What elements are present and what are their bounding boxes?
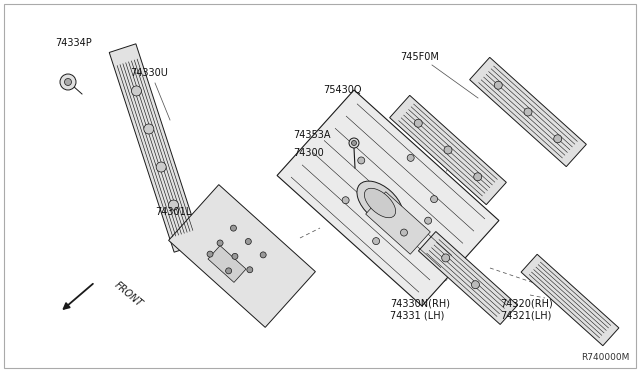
Text: 74300: 74300 xyxy=(293,148,324,158)
Text: 74334P: 74334P xyxy=(55,38,92,48)
Circle shape xyxy=(207,251,213,257)
Polygon shape xyxy=(365,192,430,254)
Circle shape xyxy=(554,135,562,143)
Circle shape xyxy=(60,74,76,90)
Polygon shape xyxy=(109,44,201,252)
Text: 745F0M: 745F0M xyxy=(400,52,439,62)
Polygon shape xyxy=(277,90,499,306)
Circle shape xyxy=(247,267,253,273)
Ellipse shape xyxy=(357,181,403,225)
Circle shape xyxy=(524,108,532,116)
Text: 74330N(RH): 74330N(RH) xyxy=(390,298,450,308)
Circle shape xyxy=(372,238,380,245)
Text: 74353A: 74353A xyxy=(293,130,330,140)
Circle shape xyxy=(232,253,238,259)
Circle shape xyxy=(168,200,179,210)
Text: 74301L: 74301L xyxy=(155,207,191,217)
Polygon shape xyxy=(470,57,586,167)
Circle shape xyxy=(494,81,502,89)
Circle shape xyxy=(474,173,482,181)
Circle shape xyxy=(65,78,72,86)
Polygon shape xyxy=(390,95,506,205)
Circle shape xyxy=(156,162,166,172)
Circle shape xyxy=(217,240,223,246)
Circle shape xyxy=(260,252,266,258)
Text: 74331 (LH): 74331 (LH) xyxy=(390,311,444,321)
Circle shape xyxy=(444,146,452,154)
Circle shape xyxy=(351,141,356,145)
Circle shape xyxy=(424,217,431,224)
Circle shape xyxy=(144,124,154,134)
Circle shape xyxy=(472,281,479,289)
Text: 75430Q: 75430Q xyxy=(323,85,362,95)
Polygon shape xyxy=(521,254,619,346)
Text: 74320(RH): 74320(RH) xyxy=(500,298,553,308)
Circle shape xyxy=(414,119,422,127)
Polygon shape xyxy=(419,231,518,324)
Text: FRONT: FRONT xyxy=(112,279,144,308)
Circle shape xyxy=(342,197,349,204)
Text: 74330U: 74330U xyxy=(130,68,168,78)
Text: 74321(LH): 74321(LH) xyxy=(500,311,552,321)
Circle shape xyxy=(245,238,252,244)
Circle shape xyxy=(401,229,408,236)
Circle shape xyxy=(431,196,438,203)
Circle shape xyxy=(131,86,141,96)
Ellipse shape xyxy=(364,188,396,218)
Circle shape xyxy=(442,254,450,262)
Circle shape xyxy=(226,268,232,274)
Circle shape xyxy=(230,225,236,231)
Polygon shape xyxy=(208,246,246,282)
Circle shape xyxy=(349,138,359,148)
Polygon shape xyxy=(168,185,316,327)
Circle shape xyxy=(407,154,414,161)
Text: R740000M: R740000M xyxy=(582,353,630,362)
Circle shape xyxy=(358,157,365,164)
